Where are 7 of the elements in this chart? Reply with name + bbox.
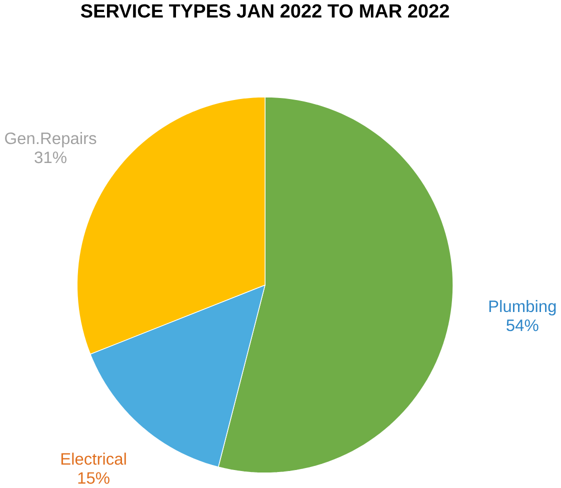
slice-label: Gen.Repairs bbox=[5, 132, 96, 148]
data-label: 54% bbox=[506, 320, 538, 332]
data-label: 31% bbox=[34, 152, 66, 164]
data-label: 15% bbox=[78, 472, 110, 484]
chart-title: SERVICE TYPES JAN 2022 TO MAR 2022 bbox=[80, 4, 449, 18]
slice-label: Plumbing bbox=[489, 300, 556, 316]
slice-label: Electrical bbox=[61, 452, 126, 465]
